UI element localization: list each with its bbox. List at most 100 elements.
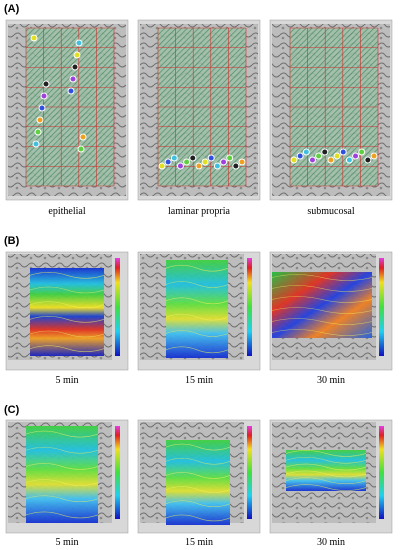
contour [25, 446, 99, 454]
marker [42, 80, 50, 88]
caption: 30 min [317, 537, 345, 548]
contour [285, 477, 367, 485]
contour [165, 330, 229, 337]
marker [327, 156, 335, 164]
contour [25, 463, 99, 470]
marker [201, 158, 209, 166]
marker [176, 162, 184, 170]
marker [71, 63, 79, 71]
marker [333, 152, 341, 160]
marker [40, 92, 48, 100]
contour [165, 297, 229, 305]
caption: 5 min [55, 375, 78, 386]
colorbar [247, 258, 252, 356]
contour [29, 345, 105, 352]
marker [226, 154, 234, 162]
contour [165, 457, 231, 465]
marker [364, 156, 372, 164]
marker [321, 148, 329, 156]
marker [370, 152, 378, 160]
contour [165, 346, 229, 354]
marker [32, 140, 40, 148]
marker [75, 39, 83, 47]
marker [170, 154, 178, 162]
contour [165, 500, 231, 508]
contour [165, 443, 231, 451]
marker [158, 162, 166, 170]
marker [73, 51, 81, 59]
marker [238, 158, 246, 166]
marker [36, 116, 44, 124]
marker [79, 133, 87, 141]
marker [358, 148, 366, 156]
contour [25, 430, 99, 438]
caption: submucosal [307, 206, 354, 217]
contour [165, 514, 231, 522]
contour [29, 301, 105, 308]
marker [315, 152, 323, 160]
heatmap [286, 450, 366, 491]
colorbar [379, 426, 384, 519]
marker [302, 148, 310, 156]
marker [345, 156, 353, 164]
contour [271, 285, 373, 292]
marker [189, 154, 197, 162]
marker [232, 162, 240, 170]
marker [67, 87, 75, 95]
contour [165, 472, 231, 479]
marker [339, 148, 347, 156]
marker [296, 152, 304, 160]
colorbar [115, 258, 120, 356]
colorbar [379, 258, 384, 356]
marker [213, 162, 221, 170]
caption: epithelial [48, 206, 85, 217]
marker [34, 128, 42, 136]
contour [29, 330, 105, 338]
marker [290, 156, 298, 164]
colorbar [247, 426, 252, 519]
marker [69, 75, 77, 83]
contour [29, 286, 105, 294]
contour [285, 450, 367, 457]
panel-label: (A) [4, 3, 20, 15]
marker [164, 158, 172, 166]
contour [29, 272, 105, 279]
heatmap [166, 260, 228, 358]
contour [165, 281, 229, 288]
contour [285, 463, 367, 471]
contour [271, 318, 373, 325]
marker [220, 158, 228, 166]
contour [271, 307, 373, 314]
marker [195, 162, 203, 170]
heatmap [166, 440, 230, 525]
contour [285, 484, 367, 491]
contour [285, 470, 367, 478]
heatmap [272, 272, 372, 338]
contour [271, 274, 373, 281]
caption: laminar propria [168, 206, 230, 217]
marker [207, 154, 215, 162]
contour [285, 456, 367, 464]
marker [30, 34, 38, 42]
heatmap [26, 426, 98, 523]
contour [271, 329, 373, 336]
caption: 15 min [185, 537, 213, 548]
colorbar [115, 426, 120, 519]
contour [29, 316, 105, 323]
marker [38, 104, 46, 112]
caption: 15 min [185, 375, 213, 386]
contour [25, 511, 99, 519]
contour [165, 486, 231, 493]
contour [165, 264, 229, 272]
marker [352, 152, 360, 160]
contour [25, 495, 99, 503]
marker [77, 145, 85, 153]
caption: 30 min [317, 375, 345, 386]
contour [25, 479, 99, 486]
contour [165, 313, 229, 321]
caption: 5 min [55, 537, 78, 548]
marker [308, 156, 316, 164]
contour [271, 296, 373, 303]
panel-label: (C) [4, 404, 20, 416]
